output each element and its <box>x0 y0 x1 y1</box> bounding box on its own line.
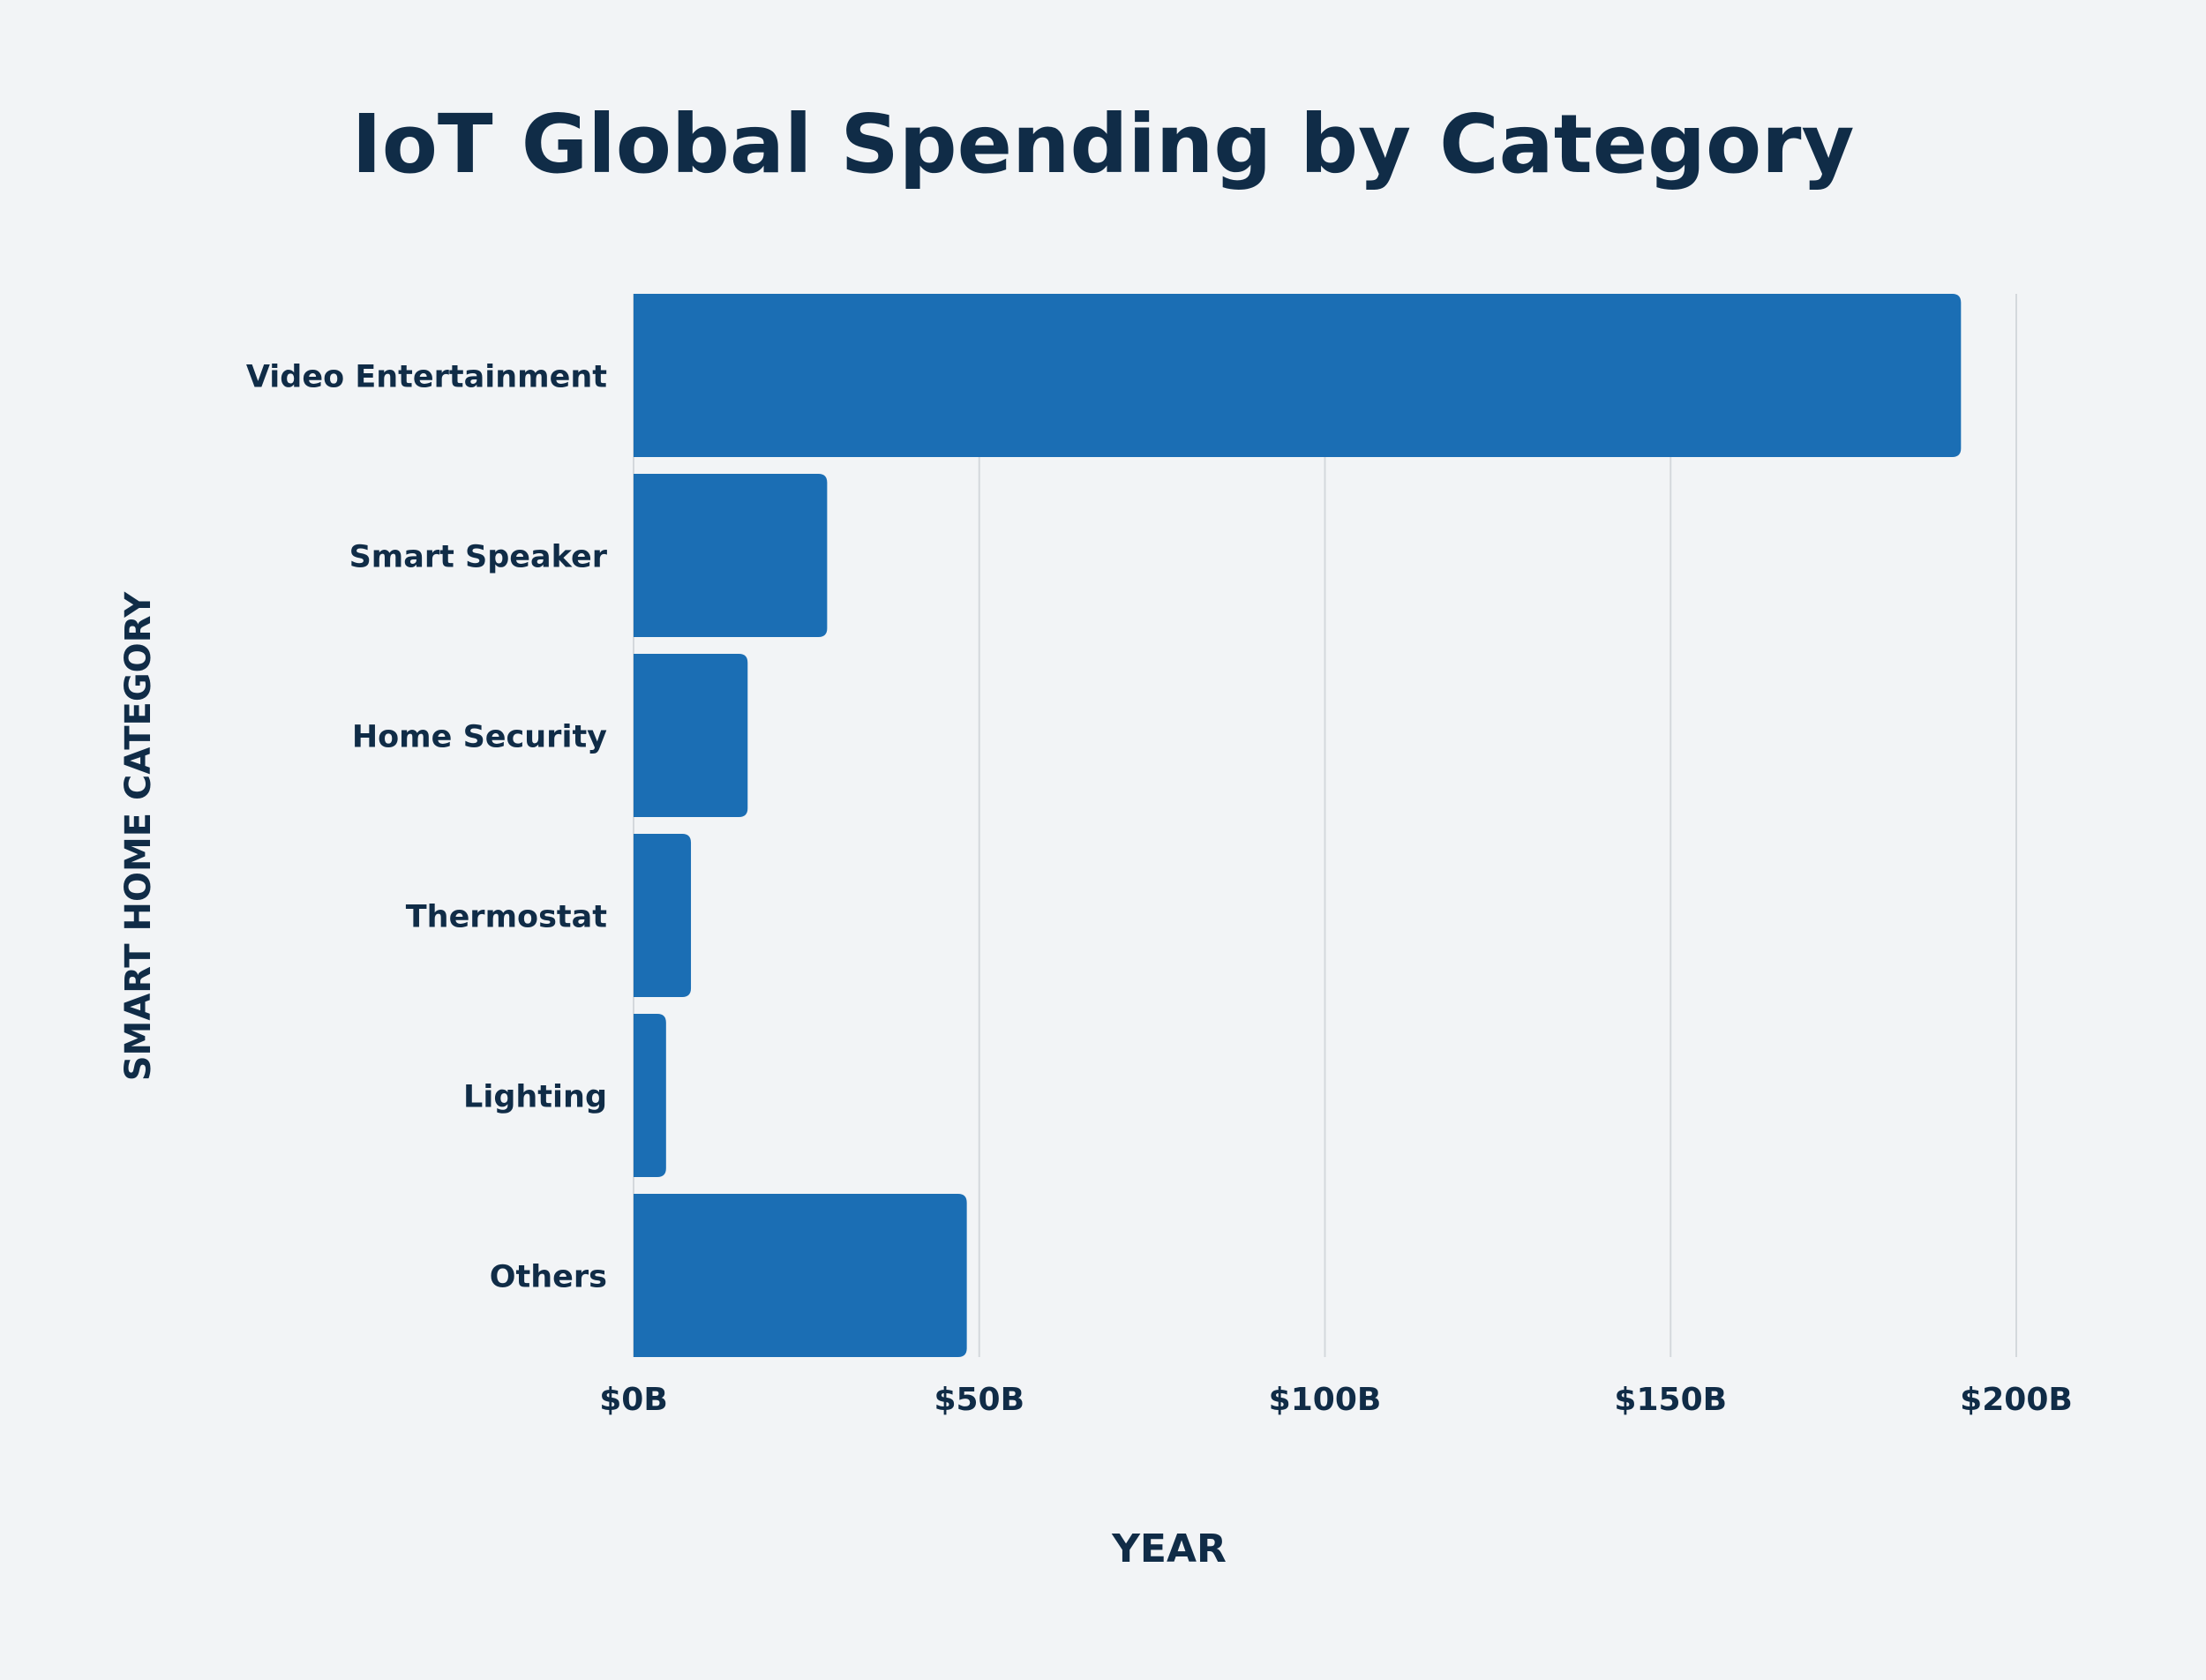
x-tick-label: $100B <box>1269 1382 1382 1418</box>
bar <box>634 834 692 997</box>
grid-lines <box>633 294 2017 1357</box>
bar <box>634 1194 967 1357</box>
bar <box>634 654 748 817</box>
y-axis-label: SMART HOME CATEGORY <box>118 591 159 1082</box>
bar <box>634 474 828 637</box>
bars <box>633 294 1962 1357</box>
x-tick-label: $50B <box>934 1382 1024 1418</box>
x-axis-label: YEAR <box>1111 1526 1227 1571</box>
category-label: Others <box>490 1260 607 1295</box>
category-label: Smart Speaker <box>349 540 608 575</box>
x-tick-labels: $0B $50B $100B $150B $200B <box>599 1382 2073 1418</box>
x-tick-label: $0B <box>599 1382 668 1418</box>
x-tick-label: $150B <box>1614 1382 1727 1418</box>
category-label: Lighting <box>463 1080 607 1115</box>
category-label: Video Entertainment <box>246 360 607 395</box>
chart-title: IoT Global Spending by Category <box>352 97 1855 191</box>
bar <box>634 1014 666 1177</box>
category-label: Home Security <box>352 720 607 755</box>
bar <box>633 294 1962 457</box>
x-tick-label: $200B <box>1960 1382 2073 1418</box>
category-label: Thermostat <box>406 900 607 935</box>
category-labels: Video Entertainment Smart Speaker Home Sec… <box>246 360 608 1295</box>
